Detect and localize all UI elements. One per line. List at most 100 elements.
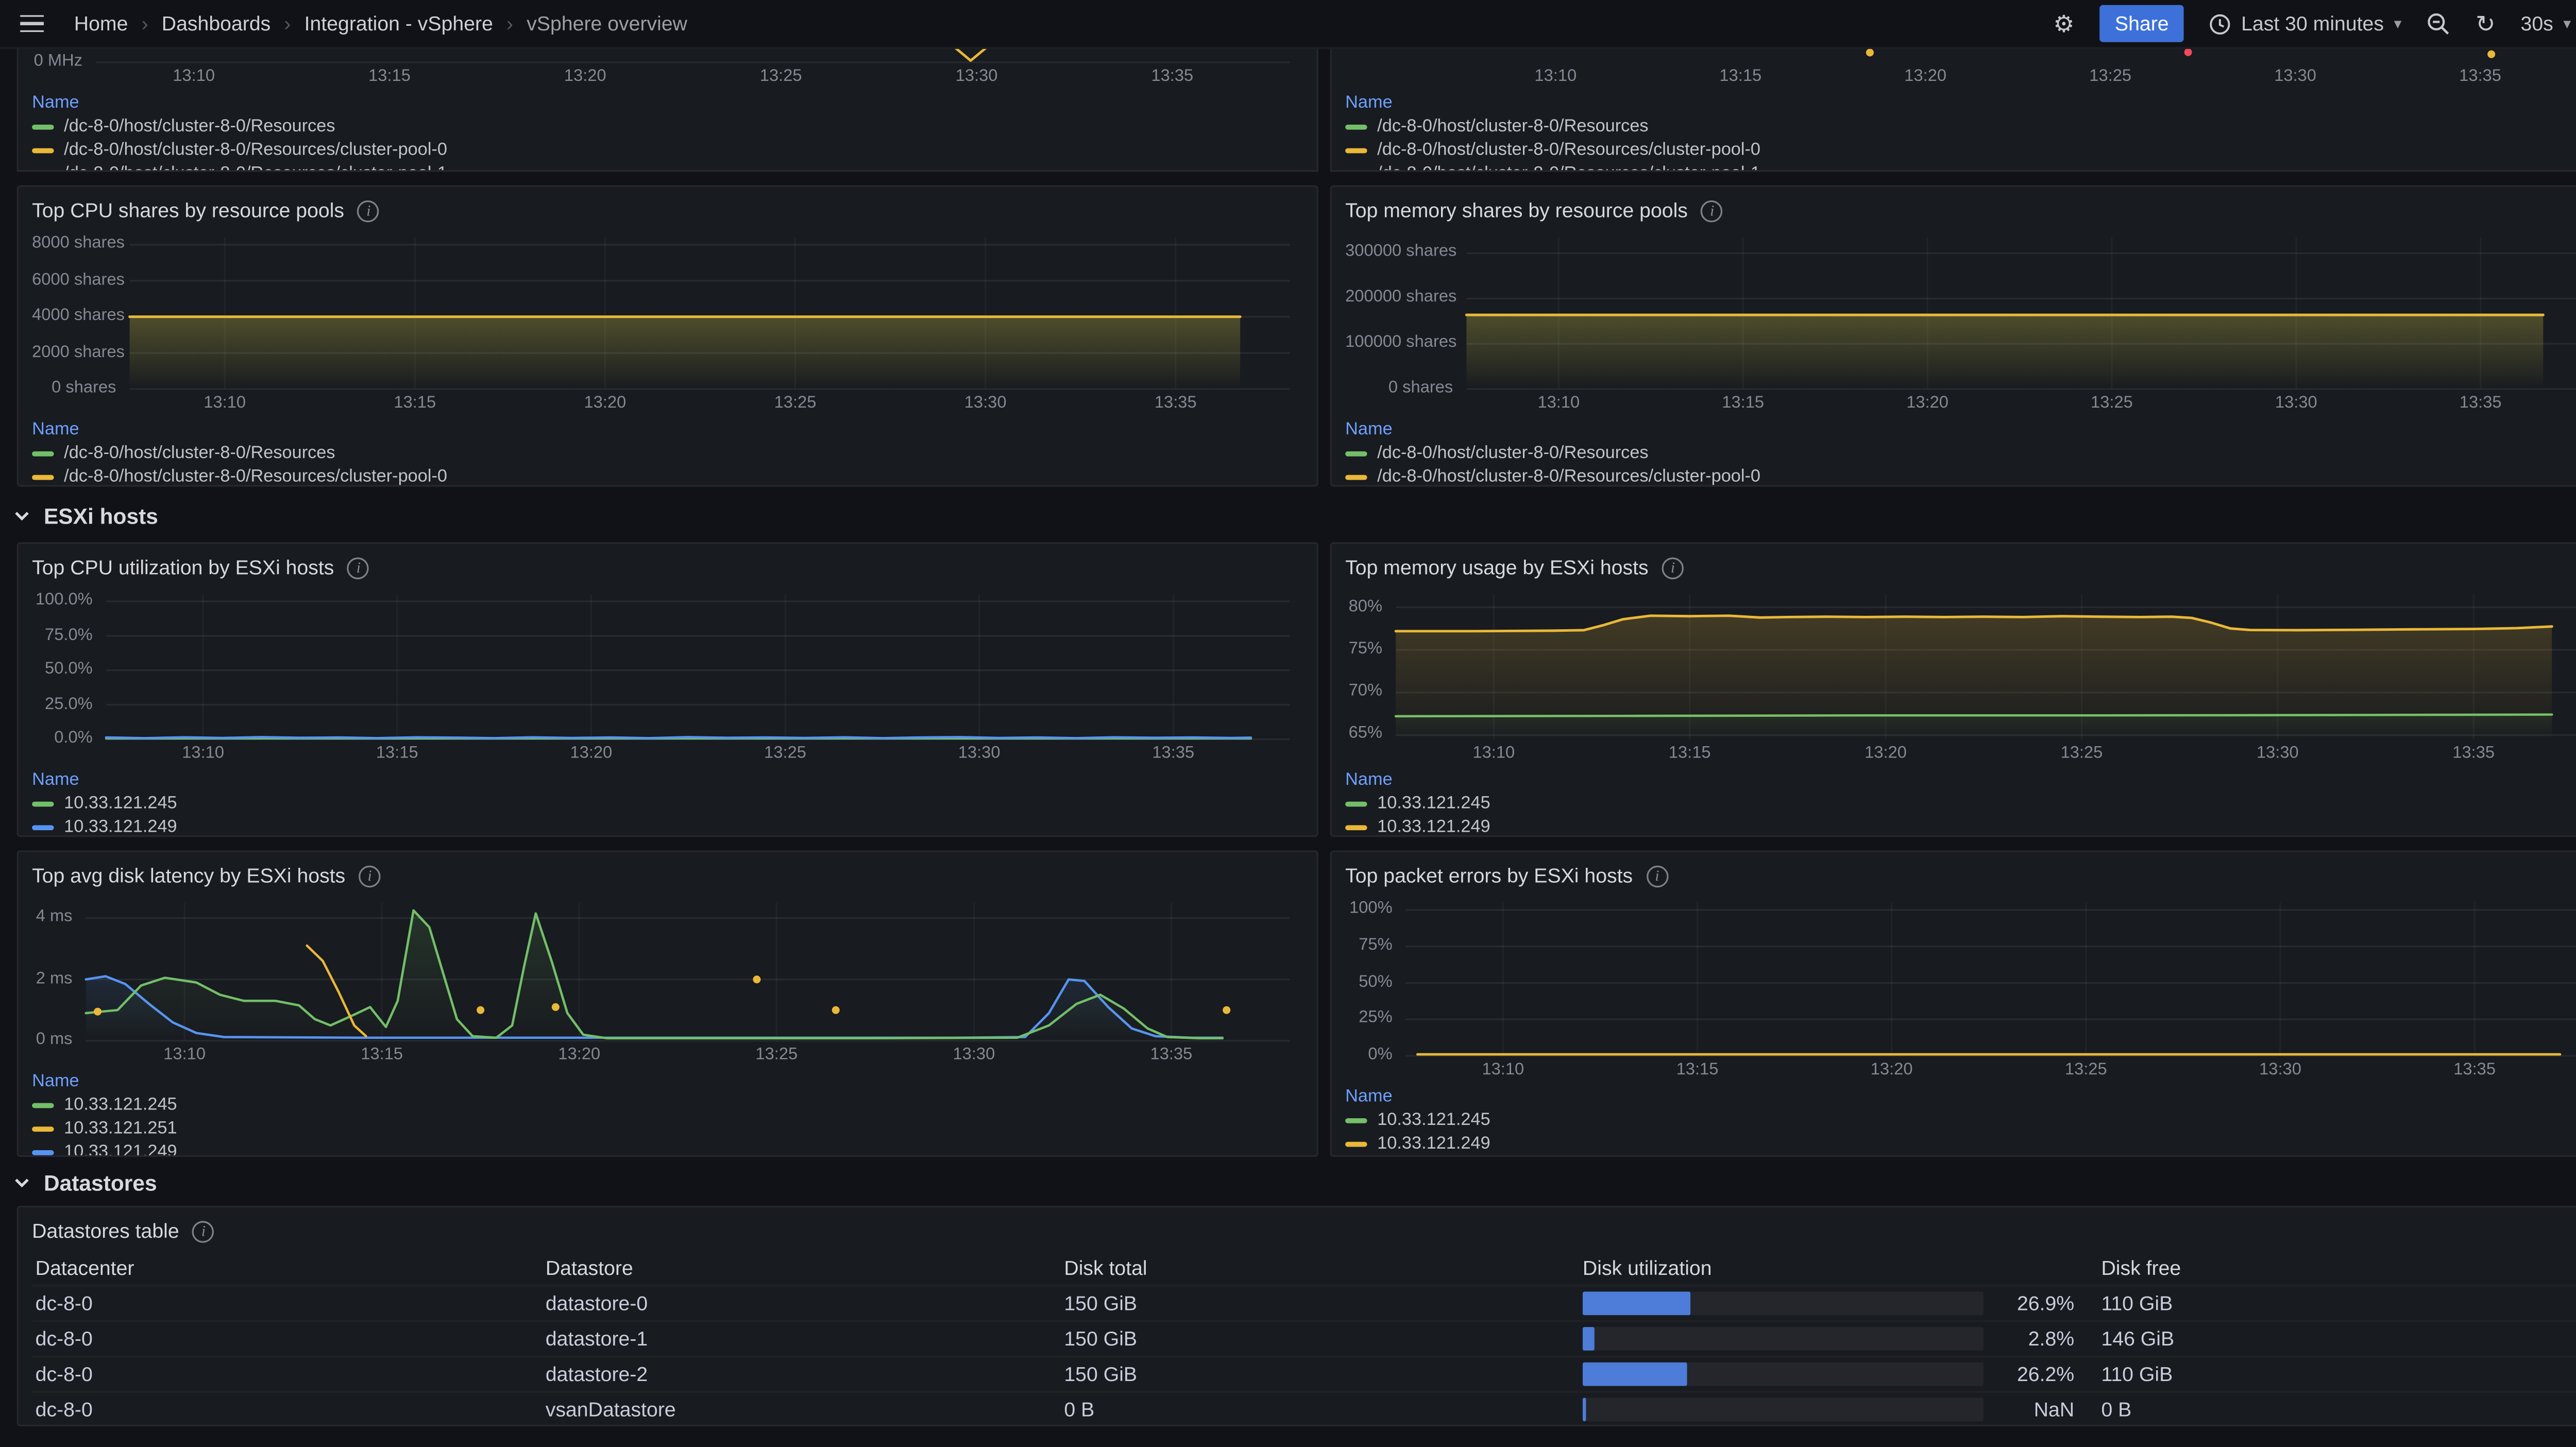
info-icon[interactable]: i (358, 199, 380, 222)
row-header-datastores[interactable]: Datastores (13, 1164, 157, 1201)
legend-header: Name (32, 419, 79, 440)
table-header-row: Datacenter Datastore Disk total Disk uti… (32, 1251, 2576, 1287)
breadcrumb-home[interactable]: Home (74, 11, 128, 36)
x-axis-tick-label: 13:10 (163, 1046, 206, 1065)
refresh-interval-picker[interactable]: 30s ▾ (2521, 12, 2571, 36)
time-series-canvas[interactable] (1345, 48, 2576, 89)
info-icon[interactable]: i (1662, 557, 1684, 579)
legend-item[interactable]: /dc-8-0/host/cluster-8-0/Resources (32, 114, 1303, 138)
legend-item[interactable]: 10.33.121.249 (32, 815, 1303, 837)
time-series-canvas[interactable] (32, 581, 1303, 766)
legend-label: 10.33.121.249 (64, 1141, 177, 1157)
legend-item[interactable]: /dc-8-0/host/cluster-8-0/Resources/clust… (32, 138, 1303, 162)
series-color-swatch (32, 450, 54, 456)
x-axis-tick-label: 13:30 (953, 1046, 995, 1065)
zoom-out-button[interactable] (2427, 12, 2450, 36)
legend-item[interactable]: /dc-8-0/host/cluster-8-0/Resources/clust… (32, 465, 1303, 485)
x-axis-tick-label: 13:10 (173, 67, 215, 86)
y-axis-tick-label: 8000 shares (32, 234, 125, 254)
legend-label: 10.33.121.249 (64, 816, 177, 837)
breadcrumb-current-dashboard: vSphere overview (527, 11, 688, 36)
chart-top-packet-errors[interactable]: 100% 75% 50% 25% 0% 13:10 13:15 13:20 13:25 13:30… (1345, 889, 2576, 1083)
time-series-canvas[interactable] (1345, 889, 2576, 1083)
y-axis-tick-label: 100000 shares (1345, 333, 1457, 352)
legend-item[interactable]: 10.33.121.245 (32, 1093, 1303, 1117)
info-icon[interactable]: i (347, 557, 370, 579)
legend-item[interactable]: /dc-8-0/host/cluster-8-0/Resources (1345, 441, 2576, 465)
legend-item[interactable]: 10.33.121.249 (32, 1140, 1303, 1157)
column-header-disk-total[interactable]: Disk total (1064, 1256, 1147, 1280)
panel-title[interactable]: Top CPU shares by resource pools (32, 198, 345, 223)
breadcrumb-dashboards[interactable]: Dashboards (161, 11, 271, 36)
legend-item[interactable]: 10.33.121.245 (1345, 792, 2576, 815)
chart-top-memory-usage[interactable]: 80% 75% 70% 65% 13:10 13:15 13:20 13:25 13:30 13:… (1345, 581, 2576, 766)
x-axis-tick-label: 13:25 (2089, 67, 2132, 86)
share-button[interactable]: Share (2099, 5, 2184, 42)
legend-item[interactable]: 10.33.121.245 (32, 792, 1303, 815)
refresh-button[interactable]: ↻ (2476, 12, 2495, 36)
legend-item[interactable]: 10.33.121.251 (32, 1117, 1303, 1140)
time-series-canvas[interactable] (32, 224, 1303, 416)
column-header-disk-free[interactable]: Disk free (2101, 1256, 2181, 1280)
chart-top-cpu-shares[interactable]: 8000 shares 6000 shares 4000 shares 2000 sh… (32, 224, 1303, 416)
panel-title[interactable]: Top memory usage by ESXi hosts (1345, 556, 1649, 580)
refresh-interval-label: 30s (2520, 11, 2553, 36)
time-series-canvas[interactable] (1345, 224, 2576, 416)
legend-item[interactable]: /dc-8-0/host/cluster-8-0/Resources/clust… (1345, 162, 2576, 170)
panel-title[interactable]: Top avg disk latency by ESXi hosts (32, 864, 346, 888)
breadcrumb-folder[interactable]: Integration - vSphere (304, 11, 493, 36)
legend-item[interactable]: /dc-8-0/host/cluster-8-0/Resources (1345, 114, 2576, 138)
cell-disk-free: 110 GiB (2101, 1291, 2173, 1316)
info-icon[interactable]: i (192, 1220, 215, 1242)
cell-disk-utilization: 2.8% (1579, 1327, 2098, 1351)
chart-top-cpu-utilization[interactable]: 100.0% 75.0% 50.0% 25.0% 0.0% 13:10 13:15 13:20… (32, 581, 1303, 766)
legend-item[interactable]: /dc-8-0/host/cluster-8-0/Resources (32, 441, 1303, 465)
time-range-picker[interactable]: Last 30 minutes ▾ (2209, 12, 2401, 36)
row-header-esxi-hosts[interactable]: ESXi hosts (13, 497, 158, 534)
legend-item[interactable]: /dc-8-0/host/cluster-8-0/Resources/clust… (32, 162, 1303, 170)
chart-top-avg-disk-latency[interactable]: 4 ms 2 ms 0 ms 13:10 13:15 13:20 13:25 13:30 13:… (32, 889, 1303, 1068)
info-icon[interactable]: i (1646, 865, 1668, 887)
chart-top-memory-shares[interactable]: 300000 shares 200000 shares 100000 shares 0… (1345, 224, 2576, 416)
legend-item[interactable]: 10.33.121.249 (1345, 815, 2576, 837)
y-axis-tick-label: 6000 shares (32, 271, 125, 290)
x-axis-tick-label: 13:20 (564, 67, 606, 86)
y-axis-tick-label: 100% (1349, 900, 1393, 919)
y-axis-tick-label: 0 ms (36, 1031, 73, 1049)
row-header-label: ESXi hosts (43, 502, 158, 528)
dashboard-settings-button[interactable]: ⚙ (2053, 12, 2074, 36)
bar-gauge-fill (1582, 1291, 1691, 1316)
chevron-down-icon (15, 1177, 29, 1187)
panel-title[interactable]: Datastores table (32, 1219, 179, 1243)
time-series-canvas[interactable] (32, 48, 1303, 89)
column-header-datastore[interactable]: Datastore (545, 1256, 633, 1280)
column-header-disk-utilization[interactable]: Disk utilization (1582, 1256, 1712, 1280)
chart-memory-usage-resource-pools[interactable]: 13:10 13:15 13:20 13:25 13:30 13:35 (1345, 48, 2576, 89)
legend-label: 10.33.121.249 (1377, 816, 1490, 837)
y-axis-tick-label: 70% (1348, 682, 1383, 701)
refresh-icon: ↻ (2476, 10, 2496, 37)
time-series-canvas[interactable] (32, 889, 1303, 1068)
panel-title[interactable]: Top CPU utilization by ESXi hosts (32, 556, 334, 580)
info-icon[interactable]: i (1701, 199, 1723, 222)
cell-datacenter: dc-8-0 (35, 1362, 93, 1386)
panel-title[interactable]: Top memory shares by resource pools (1345, 198, 1688, 223)
legend-item[interactable]: 10.33.121.245 (1345, 1108, 2576, 1132)
legend-item[interactable]: /dc-8-0/host/cluster-8-0/Resources/clust… (1345, 138, 2576, 162)
breadcrumb: Home › Dashboards › Integration - vSpher… (74, 12, 687, 36)
chart-cpu-usage-resource-pools[interactable]: 0 MHz 13:10 13:15 13:20 13:25 13:30 13:35 (32, 48, 1303, 89)
legend-item[interactable]: /dc-8-0/host/cluster-8-0/Resources/clust… (1345, 465, 2576, 485)
x-axis-tick-label: 13:30 (2256, 744, 2299, 763)
row-header-label: Datastores (43, 1169, 157, 1195)
legend-item[interactable]: 10.33.121.249 (1345, 1132, 2576, 1155)
y-axis-tick-label: 75.0% (45, 626, 93, 645)
time-series-canvas[interactable] (1345, 581, 2576, 766)
x-axis-tick-label: 13:35 (2452, 744, 2495, 763)
info-icon[interactable]: i (359, 865, 381, 887)
cell-disk-utilization: 26.2% (1579, 1362, 2098, 1386)
x-axis-tick-label: 13:25 (759, 67, 802, 86)
menu-toggle-icon[interactable] (20, 10, 47, 37)
panel-title[interactable]: Top packet errors by ESXi hosts (1345, 864, 1633, 888)
column-header-datacenter[interactable]: Datacenter (35, 1256, 134, 1280)
series-color-swatch (32, 824, 54, 830)
